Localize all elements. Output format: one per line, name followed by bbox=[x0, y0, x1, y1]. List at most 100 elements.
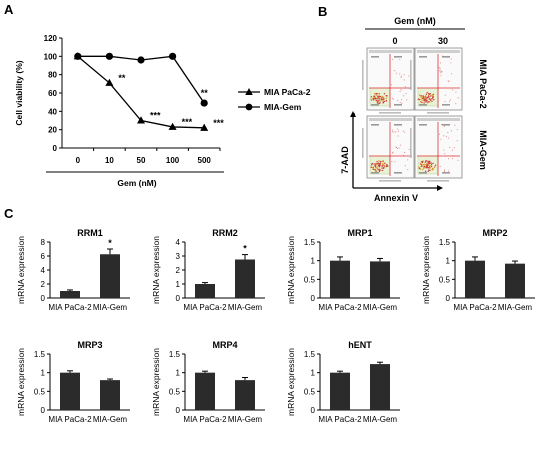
facs-event-dot bbox=[394, 70, 396, 72]
facs-event-dot bbox=[427, 170, 429, 173]
facs-event-dot bbox=[438, 133, 441, 135]
facs-event-dot bbox=[381, 167, 383, 169]
facs-event-dot bbox=[424, 99, 426, 102]
facs-event-dot bbox=[432, 168, 434, 170]
facs-event-dot bbox=[448, 81, 450, 83]
y-tick-label: 1.5 bbox=[34, 350, 46, 359]
facs-event-dot bbox=[429, 99, 432, 101]
facs-event-dot bbox=[383, 93, 386, 95]
facs-event-dot bbox=[443, 169, 445, 171]
y-tick-label: 1.5 bbox=[304, 238, 316, 247]
facs-event-dot bbox=[426, 162, 429, 164]
facs-event-dot bbox=[447, 137, 449, 139]
facs-event-dot bbox=[378, 163, 380, 165]
facs-event-dot bbox=[420, 96, 422, 99]
facs-event-dot bbox=[429, 167, 431, 169]
bar-chart-hent: hENT 0 0.5 1 1.5 mRNA expression MIA PaCa-2 MIA… bbox=[286, 340, 400, 424]
y-tick-label: 0.5 bbox=[304, 275, 316, 284]
facs-quadrant-percent bbox=[442, 124, 450, 126]
facs-y-arrowhead bbox=[350, 111, 356, 117]
facs-event-dot bbox=[404, 152, 406, 154]
facs-event-dot bbox=[425, 159, 427, 162]
facs-event-dot bbox=[432, 93, 435, 96]
facs-event-dot bbox=[455, 103, 457, 105]
facs-event-dot bbox=[450, 130, 452, 132]
x-tick-label: MIA-Gem bbox=[363, 415, 398, 424]
y-axis-label: mRNA expression bbox=[286, 348, 296, 416]
facs-event-dot bbox=[391, 84, 393, 86]
facs-event-dot bbox=[457, 97, 459, 99]
facs-event-dot bbox=[380, 99, 383, 101]
facs-event-dot bbox=[391, 161, 393, 163]
facs-event-dot bbox=[451, 149, 454, 151]
facs-event-dot bbox=[406, 99, 408, 101]
facs-event-dot bbox=[374, 169, 376, 171]
x-tick-label: 0 bbox=[76, 156, 81, 165]
facs-event-dot bbox=[426, 97, 428, 99]
facs-event-dot bbox=[433, 99, 435, 101]
facs-event-dot bbox=[381, 160, 383, 163]
y-tick-label: 0 bbox=[176, 406, 181, 415]
x-tick-label: MIA PaCa-2 bbox=[453, 303, 497, 312]
facs-event-dot bbox=[392, 152, 394, 154]
facs-event-dot bbox=[378, 95, 381, 98]
bar bbox=[100, 380, 120, 410]
facs-event-dot bbox=[440, 124, 443, 126]
facs-event-dot bbox=[372, 97, 374, 99]
y-tick-label: 8 bbox=[41, 238, 46, 247]
facs-event-dot bbox=[423, 96, 425, 98]
facs-plot-axis-text bbox=[362, 128, 364, 158]
facs-row-gem: MIA-Gem bbox=[478, 130, 488, 170]
facs-event-dot bbox=[444, 100, 446, 103]
facs-event-dot bbox=[376, 92, 378, 95]
bar bbox=[370, 364, 390, 410]
facs-event-dot bbox=[456, 140, 458, 142]
facs-event-dot bbox=[420, 163, 422, 165]
facs-event-dot bbox=[418, 98, 421, 101]
facs-quadrant-percent bbox=[394, 56, 402, 58]
facs-event-dot bbox=[434, 166, 436, 168]
facs-event-dot bbox=[404, 165, 406, 167]
facs-event-dot bbox=[426, 165, 428, 167]
facs-event-dot bbox=[378, 93, 380, 95]
facs-event-dot bbox=[456, 129, 458, 131]
facs-event-dot bbox=[424, 161, 426, 164]
facs-event-dot bbox=[370, 165, 373, 167]
bar bbox=[370, 261, 390, 298]
facs-plot-header-text bbox=[417, 118, 460, 121]
facs-event-dot bbox=[404, 86, 406, 88]
y-tick-label: 0.5 bbox=[34, 387, 46, 396]
facs-event-dot bbox=[386, 164, 388, 166]
facs-event-dot bbox=[385, 100, 388, 102]
facs-event-dot bbox=[443, 149, 445, 151]
y-tick-label: 4 bbox=[176, 238, 181, 247]
facs-event-dot bbox=[381, 169, 384, 171]
facs-event-dot bbox=[378, 167, 381, 169]
facs-event-dot bbox=[424, 96, 427, 98]
facs-event-dot bbox=[432, 97, 434, 99]
legend-marker-triangle bbox=[245, 88, 253, 95]
facs-event-dot bbox=[429, 169, 431, 172]
chart-title: MRP2 bbox=[482, 228, 507, 238]
facs-event-dot bbox=[401, 75, 403, 77]
facs-event-dot bbox=[428, 162, 431, 164]
facs-event-dot bbox=[424, 170, 427, 172]
facs-event-dot bbox=[439, 67, 441, 69]
facs-event-dot bbox=[391, 131, 393, 133]
bar bbox=[505, 263, 525, 298]
facs-event-dot bbox=[383, 162, 385, 164]
facs-event-dot bbox=[382, 98, 385, 100]
y-tick-label: 0 bbox=[446, 294, 451, 303]
data-point-circle bbox=[137, 56, 145, 64]
facs-event-dot bbox=[370, 96, 373, 98]
panel-label-a: A bbox=[4, 2, 14, 17]
facs-event-dot bbox=[421, 101, 423, 104]
bar-chart-mrp1: MRP1 0 0.5 1 1.5 mRNA expression MIA PaCa-2 MIA… bbox=[286, 228, 400, 312]
facs-quadrant-percent bbox=[442, 56, 450, 58]
significance-star: *** bbox=[150, 111, 161, 121]
y-tick-label: 6 bbox=[41, 252, 46, 261]
bar bbox=[330, 372, 350, 410]
facs-event-dot bbox=[373, 95, 375, 97]
facs-event-dot bbox=[419, 168, 422, 170]
y-tick-label: 3 bbox=[176, 252, 181, 261]
